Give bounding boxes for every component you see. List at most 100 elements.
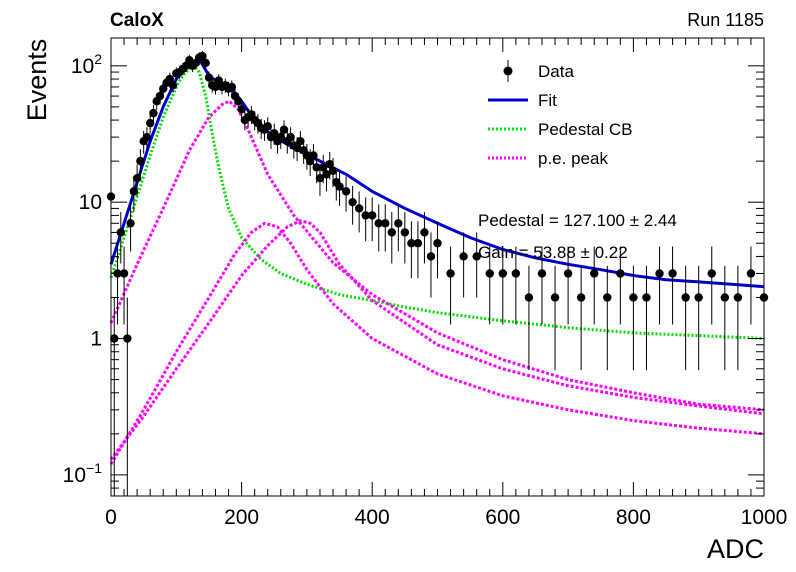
data-point <box>629 293 638 302</box>
data-point <box>145 118 155 128</box>
data-point <box>550 293 560 302</box>
x-axis-label: ADC <box>707 534 764 564</box>
data-point <box>733 293 743 302</box>
data-point <box>201 58 210 68</box>
data-point <box>400 228 410 237</box>
data-point <box>603 293 612 302</box>
data-point <box>319 163 328 172</box>
data-point <box>446 269 455 278</box>
data-point <box>524 293 534 302</box>
legend-label: p.e. peak <box>538 149 608 168</box>
x-tick-label: 200 <box>224 506 259 529</box>
data-point <box>354 204 364 213</box>
data-point <box>668 269 677 278</box>
data-point <box>279 125 289 134</box>
data-point <box>286 132 295 142</box>
data-point <box>511 269 521 278</box>
data-point <box>328 166 338 175</box>
data-point <box>312 163 321 172</box>
data-point <box>426 252 436 261</box>
x-tick-label: 600 <box>485 506 520 529</box>
header-label-left: CaloX <box>110 10 164 31</box>
data-point <box>234 97 243 106</box>
data-point <box>720 293 730 302</box>
data-point <box>322 170 331 179</box>
data-point <box>746 269 756 278</box>
y-tick-label: 102 <box>71 51 102 78</box>
data-point <box>155 91 165 101</box>
annotation-gain: Gain = 53.88 ± 0.22 <box>478 243 628 262</box>
data-point <box>142 132 152 142</box>
data-point <box>459 252 468 261</box>
data-point <box>407 239 416 248</box>
y-tick-label: 10 <box>79 191 102 214</box>
data-point <box>655 269 664 278</box>
data-point <box>361 211 370 220</box>
axes-layer: 0 200 400 600 800 1000 10−1 1 10 102 <box>63 37 788 529</box>
data-point <box>292 143 302 153</box>
data-point <box>132 173 142 183</box>
y-axis-label: Events <box>22 39 52 122</box>
x-tick-label: 800 <box>616 506 651 529</box>
data-point <box>204 73 214 82</box>
x-tick-label: 400 <box>355 506 390 529</box>
series-p-e-peak-2-curve <box>109 221 765 465</box>
data-point <box>116 228 125 237</box>
annotation-pedestal: Pedestal = 127.100 ± 2.44 <box>478 211 677 230</box>
data-point <box>315 173 325 183</box>
legend-label: Data <box>538 62 574 81</box>
data-point <box>498 269 507 278</box>
data-point <box>149 108 158 118</box>
data-point <box>325 159 334 169</box>
data-point <box>123 334 132 343</box>
legend-swatch-data <box>503 66 513 76</box>
header-label-right: Run 1185 <box>687 10 764 30</box>
data-point <box>335 182 344 191</box>
data-point <box>368 211 377 220</box>
fit-annotations: Pedestal = 127.100 ± 2.44 Gain = 53.88 ±… <box>478 211 677 262</box>
data-point <box>211 82 220 92</box>
data-point <box>309 151 318 160</box>
legend: Data Fit Pedestal CB p.e. peak <box>488 60 633 168</box>
data-point <box>126 219 135 228</box>
data-point <box>576 293 586 302</box>
legend-label: Fit <box>538 91 557 110</box>
x-tick-label: 0 <box>105 506 117 529</box>
data-point <box>214 76 223 85</box>
data-point <box>119 269 129 278</box>
data-point <box>394 219 403 228</box>
data-point <box>341 187 351 196</box>
data-point <box>485 269 494 278</box>
data-point <box>616 269 625 278</box>
y-tick-label: 1 <box>90 328 102 351</box>
data-point <box>165 74 174 84</box>
series-pedestal-cb-curve <box>109 64 765 340</box>
x-tick-label: 1000 <box>741 506 788 529</box>
data-point <box>590 269 599 278</box>
legend-label: Pedestal CB <box>538 120 633 139</box>
data-point <box>296 137 305 146</box>
data-point <box>168 81 178 90</box>
data-point <box>433 239 442 248</box>
data-point <box>198 51 207 61</box>
data-point <box>563 269 573 278</box>
data-point <box>694 293 703 302</box>
data-point <box>537 269 547 278</box>
data-point <box>381 219 390 228</box>
data-point <box>642 293 651 302</box>
series-layer <box>106 50 769 496</box>
data-point <box>348 197 357 207</box>
data-point <box>374 219 383 228</box>
data-point <box>707 269 716 278</box>
data-point <box>263 122 272 131</box>
data-point <box>136 156 145 166</box>
data-point <box>387 228 396 237</box>
data-point <box>276 132 285 142</box>
series-p-e-peak-1-curve <box>109 99 765 412</box>
data-point <box>413 239 423 248</box>
data-point <box>270 129 279 138</box>
data-point <box>681 293 690 302</box>
y-tick-label: 10−1 <box>63 460 103 487</box>
